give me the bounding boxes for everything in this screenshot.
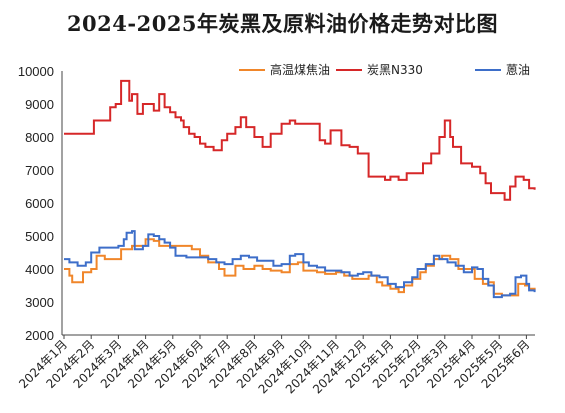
y-tick-label: 3000 — [25, 295, 54, 310]
legend-label: 炭黑N330 — [367, 63, 423, 77]
series-line-2 — [64, 230, 536, 299]
y-tick-label: 9000 — [25, 97, 54, 112]
y-tick-label: 6000 — [25, 196, 54, 211]
legend-label: 蒽油 — [506, 63, 530, 77]
y-tick-label: 2000 — [25, 328, 54, 343]
series-line-1 — [64, 79, 536, 201]
y-tick-label: 7000 — [25, 163, 54, 178]
series-line-0 — [64, 238, 536, 297]
y-tick-label: 8000 — [25, 130, 54, 145]
axes: 2000300040005000600070008000900010000202… — [16, 64, 535, 396]
y-tick-label: 5000 — [25, 229, 54, 244]
y-tick-label: 4000 — [25, 262, 54, 277]
series-layer — [64, 79, 536, 299]
legend: 高温煤焦油 炭黑N330 蒽油 — [239, 62, 530, 77]
y-tick-label: 10000 — [18, 64, 54, 79]
legend-label: 高温煤焦油 — [270, 62, 330, 77]
chart-title: 2024-2025年炭黑及原料油价格走势对比图 — [66, 11, 499, 36]
